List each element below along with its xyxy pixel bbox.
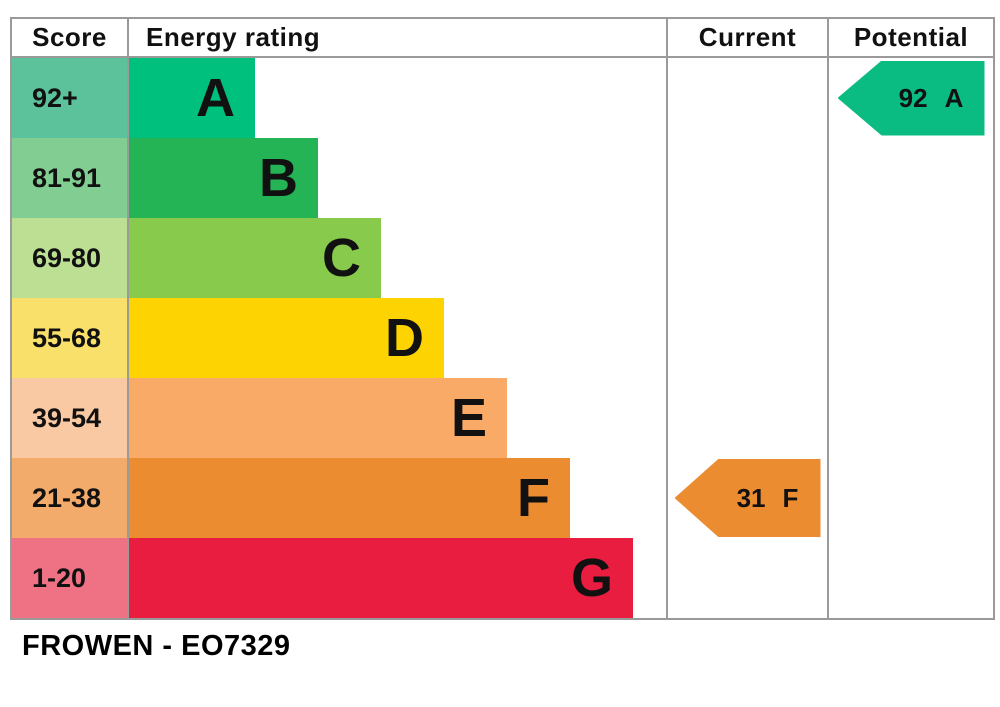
band-row: 69-80 C (12, 218, 993, 298)
band-letter: E (450, 388, 487, 448)
energy-cell: D (129, 298, 668, 378)
band-row: 81-91 B (12, 138, 993, 218)
current-cell (668, 538, 829, 618)
current-cell: 31 F (668, 458, 829, 538)
score-cell: 1-20 (12, 538, 129, 618)
score-cell: 92+ (12, 58, 129, 138)
current-arrow-band-letter: F (782, 482, 799, 513)
current-cell (668, 138, 829, 218)
score-range: 81-91 (32, 162, 102, 193)
score-cell: 81-91 (12, 138, 129, 218)
current-cell (668, 298, 829, 378)
band-bar: D (129, 298, 444, 378)
potential-cell (829, 538, 993, 618)
energy-cell: G (129, 538, 668, 618)
band-bar: F (129, 458, 570, 538)
header-current: Current (668, 19, 829, 56)
header-potential: Potential (829, 19, 993, 56)
score-range: 92+ (32, 82, 78, 113)
current-arrow-score: 31 (736, 482, 766, 513)
energy-cell: A (129, 58, 668, 138)
reference-text: FROWEN - EO7329 (22, 630, 291, 662)
potential-cell (829, 298, 993, 378)
energy-cell: E (129, 378, 668, 458)
table-header-row: Score Energy rating Current Potential (12, 19, 993, 58)
header-energy-rating-label: Energy rating (146, 22, 321, 52)
score-range: 55-68 (32, 322, 102, 353)
band-bar: A (129, 58, 255, 138)
header-score: Score (12, 19, 129, 56)
energy-cell: B (129, 138, 668, 218)
band-row: 39-54 E (12, 378, 993, 458)
potential-arrow-score: 92 (898, 82, 928, 113)
score-range: 1-20 (32, 562, 87, 593)
current-rating-arrow: 31 F (674, 459, 821, 537)
band-bar: C (129, 218, 381, 298)
band-letter: G (570, 548, 613, 608)
potential-cell (829, 138, 993, 218)
header-energy-rating: Energy rating (129, 19, 668, 56)
current-cell (668, 378, 829, 458)
energy-cell: F (129, 458, 668, 538)
potential-cell: 92 A (829, 58, 993, 138)
score-cell: 21-38 (12, 458, 129, 538)
score-cell: 39-54 (12, 378, 129, 458)
potential-arrow-band-letter: A (944, 82, 964, 113)
band-bar: B (129, 138, 318, 218)
band-bar: E (129, 378, 507, 458)
score-range: 69-80 (32, 242, 102, 273)
potential-cell (829, 458, 993, 538)
potential-cell (829, 378, 993, 458)
score-range: 39-54 (32, 402, 102, 433)
band-bar: G (129, 538, 633, 618)
current-cell (668, 58, 829, 138)
header-current-label: Current (698, 22, 797, 52)
band-letter: D (385, 308, 424, 368)
band-letter: F (517, 468, 550, 528)
current-cell (668, 218, 829, 298)
band-row: 21-38 F 31 F (12, 458, 993, 538)
band-row: 55-68 D (12, 298, 993, 378)
header-potential-label: Potential (853, 22, 969, 52)
band-row: 92+ A 92 A (12, 58, 993, 138)
score-cell: 55-68 (12, 298, 129, 378)
epc-rows: 92+ A 92 A 81-91 B 69-80 C (12, 58, 993, 618)
potential-cell (829, 218, 993, 298)
band-letter: C (322, 228, 361, 288)
score-range: 21-38 (32, 482, 102, 513)
potential-rating-arrow: 92 A (837, 60, 985, 136)
epc-table: Score Energy rating Current Potential 92… (10, 17, 995, 620)
energy-cell: C (129, 218, 668, 298)
band-row: 1-20 G (12, 538, 993, 618)
band-letter: B (259, 148, 298, 208)
score-cell: 69-80 (12, 218, 129, 298)
band-letter: A (196, 68, 235, 128)
header-score-label: Score (32, 22, 107, 52)
